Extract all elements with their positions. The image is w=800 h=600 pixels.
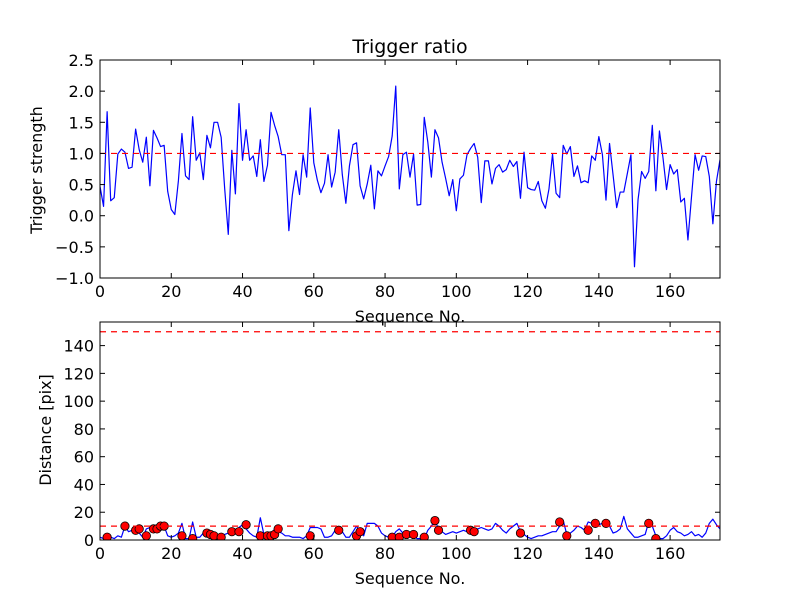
bottom-chart-point — [273, 524, 283, 534]
bottom-chart-xtick-label: 40 — [232, 544, 252, 563]
top-chart-series-trigger-strength-line — [100, 85, 720, 268]
bottom-chart-point — [651, 534, 661, 540]
bottom-chart-point — [644, 518, 654, 528]
top-chart-plot-area — [100, 85, 720, 268]
top-chart-ytick-label: 0.0 — [69, 207, 94, 226]
top-chart-xtick-label: 160 — [655, 282, 686, 301]
bottom-chart-point — [562, 531, 572, 540]
top-chart-ytick-label: −1.0 — [55, 269, 94, 288]
top-chart-frame — [99, 59, 721, 279]
bottom-chart-point — [102, 532, 112, 540]
top-chart-ytick-label: −0.5 — [55, 238, 94, 257]
top-chart-xtick-label: 140 — [584, 282, 615, 301]
bottom-chart-xtick-label: 20 — [161, 544, 181, 563]
bottom-chart-xtick-label: 120 — [512, 544, 543, 563]
bottom-chart-ytick-label: 60 — [74, 448, 94, 467]
top-chart-xtick-label: 20 — [161, 282, 181, 301]
bottom-chart-point — [419, 532, 429, 540]
top-chart-ytick-label: 1.0 — [69, 144, 94, 163]
bottom-chart-point — [177, 531, 187, 540]
top-chart-marks: 0 20 40 60 80 100 120 140 160 −1.0 −0.5 0.0 0.5 1.0 1.… — [55, 51, 721, 301]
top-chart-xtick-label: 60 — [304, 282, 324, 301]
bottom-chart-ytick-label: 80 — [74, 420, 94, 439]
top-chart-xtick-label: 120 — [512, 282, 543, 301]
top-chart-title: Trigger ratio — [351, 36, 467, 58]
bottom-chart-point — [355, 527, 365, 537]
bottom-chart-point — [590, 518, 600, 528]
top-chart-xtick-label: 80 — [375, 282, 395, 301]
bottom-chart-point — [216, 532, 226, 540]
bottom-chart-ytick-label: 40 — [74, 475, 94, 494]
bottom-chart-point — [188, 534, 198, 540]
bottom-chart-ytick-label: 20 — [74, 503, 94, 522]
top-chart: Trigger ratio Sequence No. Trigger stren… — [27, 36, 721, 326]
top-chart-ytick-label: 0.5 — [69, 176, 94, 195]
bottom-chart-point — [408, 529, 419, 540]
bottom-chart-point — [234, 527, 244, 537]
bottom-chart-xtick-label: 0 — [95, 544, 105, 563]
bottom-chart-point — [305, 531, 315, 540]
bottom-chart-frame — [99, 321, 721, 541]
top-chart-xtick-label: 40 — [232, 282, 252, 301]
bottom-chart-point — [430, 515, 440, 526]
top-chart-ytick-label: 2.0 — [69, 82, 94, 101]
top-chart-ytick-label: 2.5 — [69, 51, 94, 70]
top-chart-ytick-label: 1.5 — [69, 113, 94, 132]
bottom-chart-point — [583, 525, 593, 535]
bottom-chart-xtick-label: 140 — [584, 544, 615, 563]
top-chart-xlabel: Sequence No. — [355, 307, 466, 326]
bottom-chart-xtick-label: 80 — [375, 544, 395, 563]
bottom-chart-xlabel: Sequence No. — [355, 569, 466, 588]
bottom-chart-xtick-label: 60 — [304, 544, 324, 563]
bottom-chart-plot-area — [100, 331, 720, 540]
top-chart-ylabel: Trigger strength — [27, 106, 46, 235]
bottom-chart-ytick-label: 0 — [84, 531, 94, 550]
bottom-chart-point — [469, 527, 479, 537]
bottom-chart-point — [334, 525, 344, 535]
top-chart-xtick-label: 0 — [95, 282, 105, 301]
bottom-chart-xtick-label: 160 — [655, 544, 686, 563]
bottom-chart-point — [555, 517, 565, 527]
bottom-chart-point — [433, 525, 444, 535]
bottom-chart-point — [241, 520, 251, 530]
top-chart-xtick-label: 100 — [441, 282, 472, 301]
bottom-chart-point — [601, 518, 611, 528]
bottom-chart-xtick-label: 100 — [441, 544, 472, 563]
bottom-chart-point — [141, 531, 151, 540]
bottom-chart-point — [134, 524, 144, 534]
bottom-chart-ylabel: Distance [pix] — [36, 374, 55, 486]
bottom-chart-marks: 0 20 40 60 80 100 120 140 160 0 20 40 60 80 100 120 140 — [63, 321, 721, 563]
bottom-chart-ytick-label: 120 — [63, 364, 94, 383]
bottom-chart-point — [515, 528, 526, 538]
bottom-chart: Sequence No. Distance [pix] 0 20 40 60 80 100… — [36, 321, 721, 588]
bottom-chart-ytick-label: 140 — [63, 337, 94, 356]
bottom-chart-ytick-label: 100 — [63, 392, 94, 411]
